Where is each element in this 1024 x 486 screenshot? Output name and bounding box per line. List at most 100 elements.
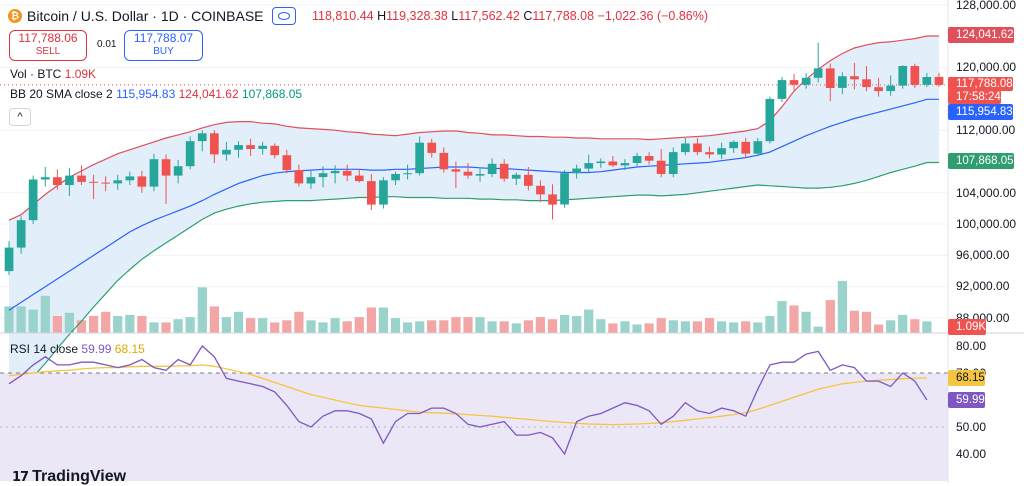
- candle-body: [185, 141, 195, 167]
- candle-body: [125, 176, 135, 181]
- volume-bar: [16, 306, 26, 333]
- volume-bar: [632, 324, 642, 333]
- volume-bar: [813, 326, 823, 333]
- candle-body: [89, 181, 98, 183]
- rsi-tag: 59.99: [948, 392, 985, 408]
- candle-body: [862, 79, 871, 88]
- rsi-tick: 50.00: [956, 420, 987, 434]
- volume-tag: 1.09K: [948, 319, 987, 335]
- ohlc-high-label: H: [377, 9, 387, 23]
- volume-legend[interactable]: Vol · BTC 1.09K: [10, 67, 96, 81]
- volume-bar: [837, 280, 847, 333]
- volume-bar: [125, 314, 135, 333]
- candle-body: [463, 171, 473, 176]
- candle-body: [801, 77, 811, 85]
- candle-body: [560, 173, 569, 205]
- volume-bar: [306, 320, 316, 334]
- volume-bar: [28, 309, 38, 333]
- eye-icon[interactable]: [271, 7, 296, 25]
- volume-bar: [149, 322, 159, 333]
- volume-bar: [704, 318, 715, 333]
- rsi-label: RSI 14 close: [10, 342, 79, 356]
- price-tick: 96,000.00: [956, 248, 1010, 262]
- volume-bar: [270, 322, 280, 333]
- candle-body: [705, 152, 714, 155]
- volume-bar: [451, 317, 461, 333]
- buy-label: BUY: [153, 46, 174, 57]
- candle-body: [475, 174, 485, 176]
- buy-button[interactable]: 117,788.07 BUY: [124, 30, 203, 61]
- bb-upper-line: [8, 35, 939, 221]
- candle-body: [53, 177, 62, 185]
- sell-button[interactable]: 117,788.06 SELL: [9, 30, 87, 61]
- volume-bar: [463, 317, 473, 333]
- volume-bar: [922, 321, 932, 333]
- bb-lower-tag: 107,868.05: [948, 153, 1014, 169]
- volume-bar: [511, 323, 521, 333]
- rsi-value: 59.99: [81, 342, 112, 356]
- volume-bars: [4, 280, 932, 334]
- buy-price: 117,788.07: [133, 31, 194, 45]
- volume-bar: [76, 320, 87, 334]
- volume-bar: [366, 307, 376, 333]
- volume-bar: [777, 301, 787, 333]
- price-tick: 112,000.00: [956, 123, 1016, 137]
- candle-body: [838, 76, 847, 88]
- candle-body: [825, 68, 835, 88]
- candle-body: [813, 68, 823, 78]
- candle-body: [886, 85, 895, 92]
- collapse-legend-button[interactable]: ^: [9, 108, 31, 126]
- candle-body: [608, 161, 618, 166]
- volume-bar: [415, 321, 425, 333]
- rsi-pane: [0, 332, 1024, 481]
- countdown-tag: 17:58:24: [948, 90, 1001, 104]
- sell-label: SELL: [35, 46, 61, 57]
- candle-body: [113, 180, 123, 184]
- volume-bar: [342, 321, 352, 333]
- sell-price: 117,788.06: [18, 31, 78, 45]
- symbol-title: Bitcoin / U.S. Dollar · 1D · COINBASE: [27, 8, 264, 24]
- rsi-legend[interactable]: RSI 14 close 59.99 68.15: [10, 342, 145, 356]
- candle-body: [874, 87, 883, 92]
- volume-bar: [64, 312, 74, 333]
- candle-body: [234, 145, 243, 150]
- price-tick: 92,000.00: [956, 279, 1010, 293]
- candle-body: [632, 156, 642, 163]
- volume-bar: [161, 322, 171, 333]
- volume-bar: [898, 314, 908, 333]
- bb-label: BB 20 SMA close 2: [10, 87, 113, 101]
- candle-body: [729, 141, 738, 149]
- bb-upper-value: 124,041.62: [178, 87, 239, 101]
- candle-body: [270, 145, 280, 156]
- volume-bar: [825, 300, 835, 333]
- candle-body: [524, 174, 533, 186]
- candle-body: [644, 156, 654, 161]
- price-tick: 104,000.00: [956, 186, 1017, 200]
- candle-body: [40, 177, 50, 180]
- candle-body: [620, 163, 630, 166]
- candle-body: [584, 163, 594, 169]
- volume-bar: [294, 311, 304, 334]
- volume-bar: [318, 322, 328, 333]
- volume-value: 1.09K: [64, 67, 97, 81]
- volume-bar: [547, 319, 558, 333]
- bollinger-legend[interactable]: BB 20 SMA close 2 115,954.83 124,041.62 …: [10, 87, 302, 101]
- candle-body: [693, 143, 702, 153]
- candle-body: [65, 175, 74, 185]
- tradingview-logo: 17 TradingView: [12, 468, 126, 486]
- volume-bar: [390, 318, 401, 333]
- rsi-tick: 40.00: [956, 447, 987, 461]
- ohlc-close: 117,788.08: [532, 9, 595, 23]
- volume-bar: [378, 307, 388, 333]
- candle-body: [536, 185, 545, 195]
- bb-basis-line: [8, 98, 939, 311]
- volume-bar: [741, 321, 751, 333]
- volume-bar: [185, 317, 195, 333]
- volume-bar: [233, 311, 244, 334]
- volume-bar: [608, 323, 618, 333]
- symbol-header[interactable]: ₿ Bitcoin / U.S. Dollar · 1D · COINBASE: [8, 6, 296, 26]
- spread-value: 0.01: [97, 39, 117, 50]
- candle-body: [717, 148, 726, 155]
- price-tick: 128,000.00: [956, 0, 1017, 12]
